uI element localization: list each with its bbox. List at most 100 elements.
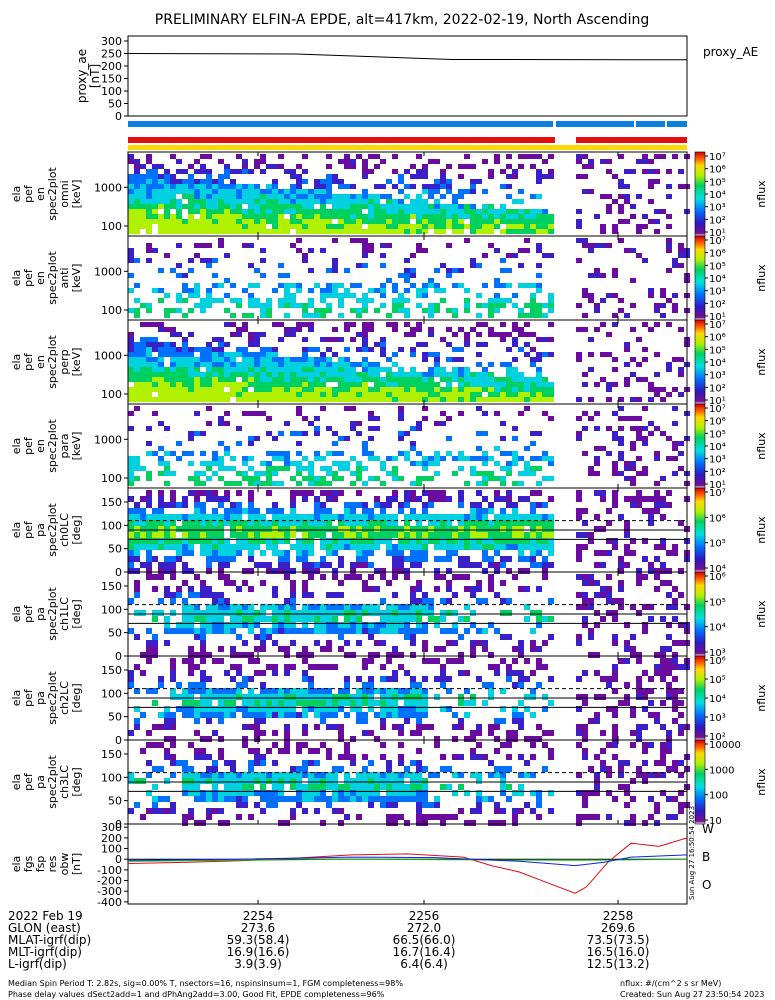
spectrogram-pixel bbox=[164, 199, 170, 204]
spectrogram-pixel bbox=[272, 544, 278, 550]
en_3-ylabel-line: spec2plot bbox=[46, 335, 59, 389]
spectrogram-pixel bbox=[368, 367, 374, 372]
spectrogram-pixel bbox=[494, 476, 500, 481]
spectrogram-pixel bbox=[612, 229, 618, 234]
spectrogram-pixel bbox=[524, 229, 530, 234]
spectrogram-pixel bbox=[152, 526, 158, 532]
spectrogram-pixel bbox=[344, 357, 350, 362]
spectrogram-pixel bbox=[182, 790, 188, 796]
spectrogram-pixel bbox=[594, 712, 600, 718]
spectrogram-pixel bbox=[302, 416, 308, 421]
spectrogram-pixel bbox=[542, 229, 548, 234]
spectrogram-pixel bbox=[320, 628, 326, 634]
spectrogram-pixel bbox=[368, 562, 374, 568]
spectrogram-pixel bbox=[176, 456, 182, 461]
spectrogram-pixel bbox=[392, 283, 398, 288]
spectrogram-pixel bbox=[230, 712, 236, 718]
spectrogram-pixel bbox=[434, 772, 440, 778]
spectrogram-pixel bbox=[542, 532, 548, 538]
spectrogram-pixel bbox=[272, 377, 278, 382]
spectrogram-pixel bbox=[332, 784, 338, 790]
spectrogram-pixel bbox=[296, 451, 302, 456]
spectrogram-pixel bbox=[624, 784, 630, 790]
spectrogram-pixel bbox=[302, 347, 308, 352]
spectrogram-pixel bbox=[338, 628, 344, 634]
spectrogram-pixel bbox=[542, 664, 548, 670]
spectrogram-pixel bbox=[654, 169, 660, 174]
spectrogram-pixel bbox=[422, 283, 428, 288]
spectrogram-pixel bbox=[594, 790, 600, 796]
spectrogram-pixel bbox=[302, 199, 308, 204]
spectrogram-pixel bbox=[422, 598, 428, 604]
spectrogram-pixel bbox=[194, 288, 200, 293]
spectrogram-pixel bbox=[134, 706, 140, 712]
spectrogram-pixel bbox=[506, 224, 512, 229]
spectrogram-pixel bbox=[242, 802, 248, 808]
spectrogram-pixel bbox=[350, 538, 356, 544]
spectrogram-pixel bbox=[470, 532, 476, 538]
spectrogram-pixel bbox=[350, 426, 356, 431]
spectrogram-pixel bbox=[576, 496, 582, 502]
spectrogram-pixel bbox=[356, 772, 362, 778]
spectrogram-pixel bbox=[392, 772, 398, 778]
spectrogram-pixel bbox=[404, 604, 410, 610]
en_1-colorbar-label: nflux bbox=[755, 180, 768, 208]
spectrogram-pixel bbox=[176, 298, 182, 303]
spectrogram-pixel bbox=[368, 411, 374, 416]
spectrogram-pixel bbox=[332, 209, 338, 214]
spectrogram-pixel bbox=[422, 288, 428, 293]
spectrogram-pixel bbox=[542, 562, 548, 568]
spectrogram-pixel bbox=[158, 224, 164, 229]
status-bar-red bbox=[128, 137, 555, 143]
spectrogram-pixel bbox=[422, 387, 428, 392]
spectrogram-pixel bbox=[464, 574, 470, 580]
spectrogram-pixel bbox=[230, 796, 236, 802]
spectrogram-pixel bbox=[476, 808, 482, 814]
spectrogram-pixel bbox=[410, 652, 416, 658]
spectrogram-pixel bbox=[344, 397, 350, 402]
spectrogram-pixel bbox=[512, 544, 518, 550]
pa_0-colorbar-label: nflux bbox=[755, 516, 768, 544]
pa_1-ylabel-line: spec2plot bbox=[46, 587, 59, 641]
spectrogram-pixel bbox=[326, 664, 332, 670]
spectrogram-pixel bbox=[356, 313, 362, 318]
spectrogram-pixel bbox=[176, 556, 182, 562]
spectrogram-pixel bbox=[206, 209, 212, 214]
spectrogram-pixel bbox=[206, 466, 212, 471]
spectrogram-pixel bbox=[194, 496, 200, 502]
spectrogram-pixel bbox=[488, 574, 494, 580]
spectrogram-pixel bbox=[356, 700, 362, 706]
spectrogram-pixel bbox=[482, 382, 488, 387]
spectrogram-pixel bbox=[248, 556, 254, 562]
spectrogram-pixel bbox=[380, 184, 386, 189]
spectrogram-pixel bbox=[200, 298, 206, 303]
spectrogram-pixel bbox=[260, 580, 266, 586]
spectrogram-pixel bbox=[548, 520, 554, 526]
spectrogram-pixel bbox=[452, 367, 458, 372]
spectrogram-pixel bbox=[320, 308, 326, 313]
spectrogram-pixel bbox=[290, 664, 296, 670]
spectrogram-pixel bbox=[344, 387, 350, 392]
spectrogram-pixel bbox=[146, 742, 152, 748]
spectrogram-pixel bbox=[410, 556, 416, 562]
spectrogram-pixel bbox=[278, 616, 284, 622]
spectrogram-pixel bbox=[386, 526, 392, 532]
spectrogram-pixel bbox=[642, 496, 648, 502]
spectrogram-pixel bbox=[368, 224, 374, 229]
spectrogram-pixel bbox=[332, 451, 338, 456]
spectrogram-pixel bbox=[374, 184, 380, 189]
spectrogram-pixel bbox=[194, 179, 200, 184]
spectrogram-pixel bbox=[218, 243, 224, 248]
spectrogram-pixel bbox=[452, 532, 458, 538]
spectrogram-pixel bbox=[224, 229, 230, 234]
spectrogram-pixel bbox=[338, 179, 344, 184]
spectrogram-pixel bbox=[380, 229, 386, 234]
spectrogram-pixel bbox=[576, 532, 582, 538]
spectrogram-pixel bbox=[666, 682, 672, 688]
spectrogram-pixel bbox=[588, 580, 594, 586]
spectrogram-pixel bbox=[176, 706, 182, 712]
spectrogram-pixel bbox=[284, 538, 290, 544]
spectrogram-pixel bbox=[188, 258, 194, 263]
spectrogram-pixel bbox=[338, 293, 344, 298]
spectrogram-pixel bbox=[398, 688, 404, 694]
